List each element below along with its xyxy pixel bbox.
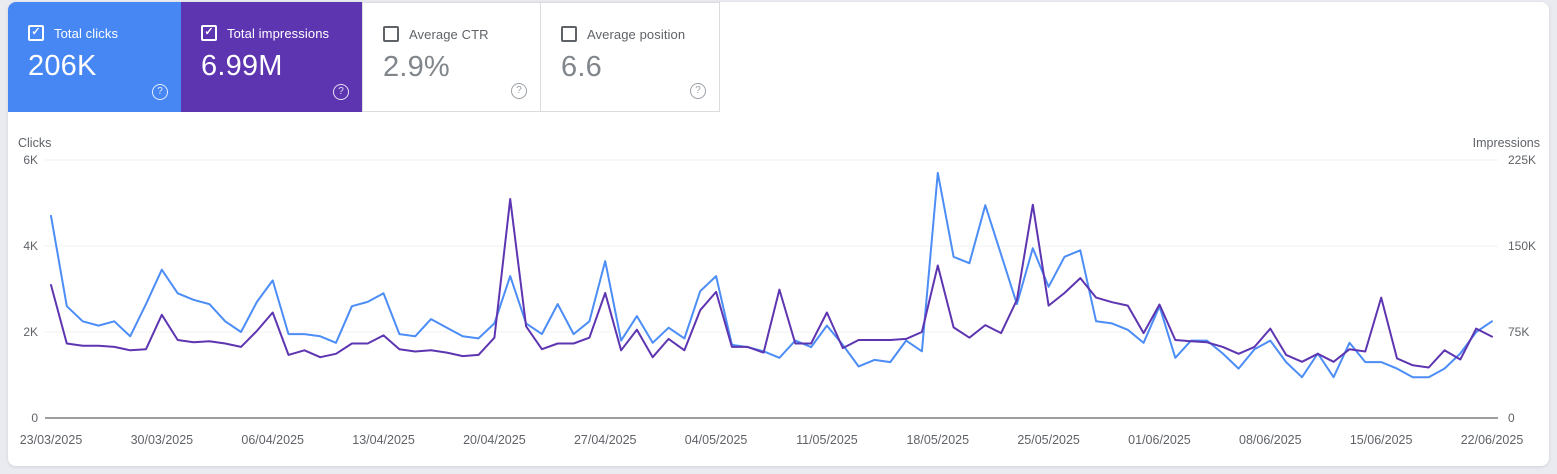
date-tick: 08/06/2025	[1239, 433, 1302, 447]
clicks-series-line[interactable]	[50, 171, 1493, 379]
performance-panel: Total clicks 206K Total impressions 6.99…	[8, 2, 1549, 466]
total-impressions-label: Total impressions	[227, 25, 330, 41]
average-position-value: 6.6	[561, 51, 602, 83]
right-axis-tick: 75K	[1508, 325, 1529, 339]
right-axis-tick: 0	[1508, 411, 1515, 425]
date-tick: 04/05/2025	[685, 433, 748, 447]
total-impressions-checkbox[interactable]	[201, 25, 217, 41]
date-tick: 27/04/2025	[574, 433, 637, 447]
performance-line-chart[interactable]: Clicks Impressions 6K 4K 2K 0 225K 150K 75K 0 23/0…	[8, 128, 1549, 464]
help-icon[interactable]	[152, 84, 168, 100]
date-tick: 15/06/2025	[1350, 433, 1413, 447]
date-tick: 23/03/2025	[20, 433, 83, 447]
left-axis-tick: 6K	[23, 153, 38, 167]
left-axis-tick: 0	[31, 411, 38, 425]
average-position-checkbox[interactable]	[561, 26, 577, 42]
date-tick: 25/05/2025	[1017, 433, 1080, 447]
metric-card-total-clicks[interactable]: Total clicks 206K	[8, 2, 181, 112]
card-header: Average position	[561, 26, 705, 42]
help-icon[interactable]	[333, 84, 349, 100]
help-icon[interactable]	[690, 83, 706, 99]
date-tick: 30/03/2025	[131, 433, 194, 447]
metric-card-average-position[interactable]: Average position 6.6	[541, 2, 720, 112]
date-tick: 13/04/2025	[352, 433, 415, 447]
metric-card-total-impressions[interactable]: Total impressions 6.99M	[181, 2, 362, 112]
total-clicks-checkbox[interactable]	[28, 25, 44, 41]
left-axis-tick: 4K	[23, 239, 38, 253]
total-clicks-label: Total clicks	[54, 25, 119, 41]
total-clicks-value: 206K	[28, 50, 97, 82]
card-header: Average CTR	[383, 26, 526, 42]
date-tick: 06/04/2025	[241, 433, 304, 447]
date-tick: 20/04/2025	[463, 433, 526, 447]
date-tick: 22/06/2025	[1461, 433, 1524, 447]
average-ctr-checkbox[interactable]	[383, 26, 399, 42]
metric-cards-row: Total clicks 206K Total impressions 6.99…	[8, 2, 720, 112]
help-icon[interactable]	[511, 83, 527, 99]
card-header: Total impressions	[201, 25, 348, 41]
date-tick: 01/06/2025	[1128, 433, 1191, 447]
left-axis-tick: 2K	[23, 325, 38, 339]
right-axis-title: Impressions	[1473, 136, 1540, 150]
impressions-series-line[interactable]	[50, 198, 1493, 369]
date-tick: 11/05/2025	[796, 433, 858, 447]
right-axis-tick: 150K	[1508, 239, 1536, 253]
metric-card-average-ctr[interactable]: Average CTR 2.9%	[362, 2, 541, 112]
average-ctr-value: 2.9%	[383, 51, 450, 83]
average-ctr-label: Average CTR	[409, 26, 489, 42]
date-tick: 18/05/2025	[906, 433, 969, 447]
total-impressions-value: 6.99M	[201, 50, 283, 82]
right-axis-tick: 225K	[1508, 153, 1536, 167]
left-axis-title: Clicks	[18, 136, 51, 150]
card-header: Total clicks	[28, 25, 167, 41]
average-position-label: Average position	[587, 26, 686, 42]
